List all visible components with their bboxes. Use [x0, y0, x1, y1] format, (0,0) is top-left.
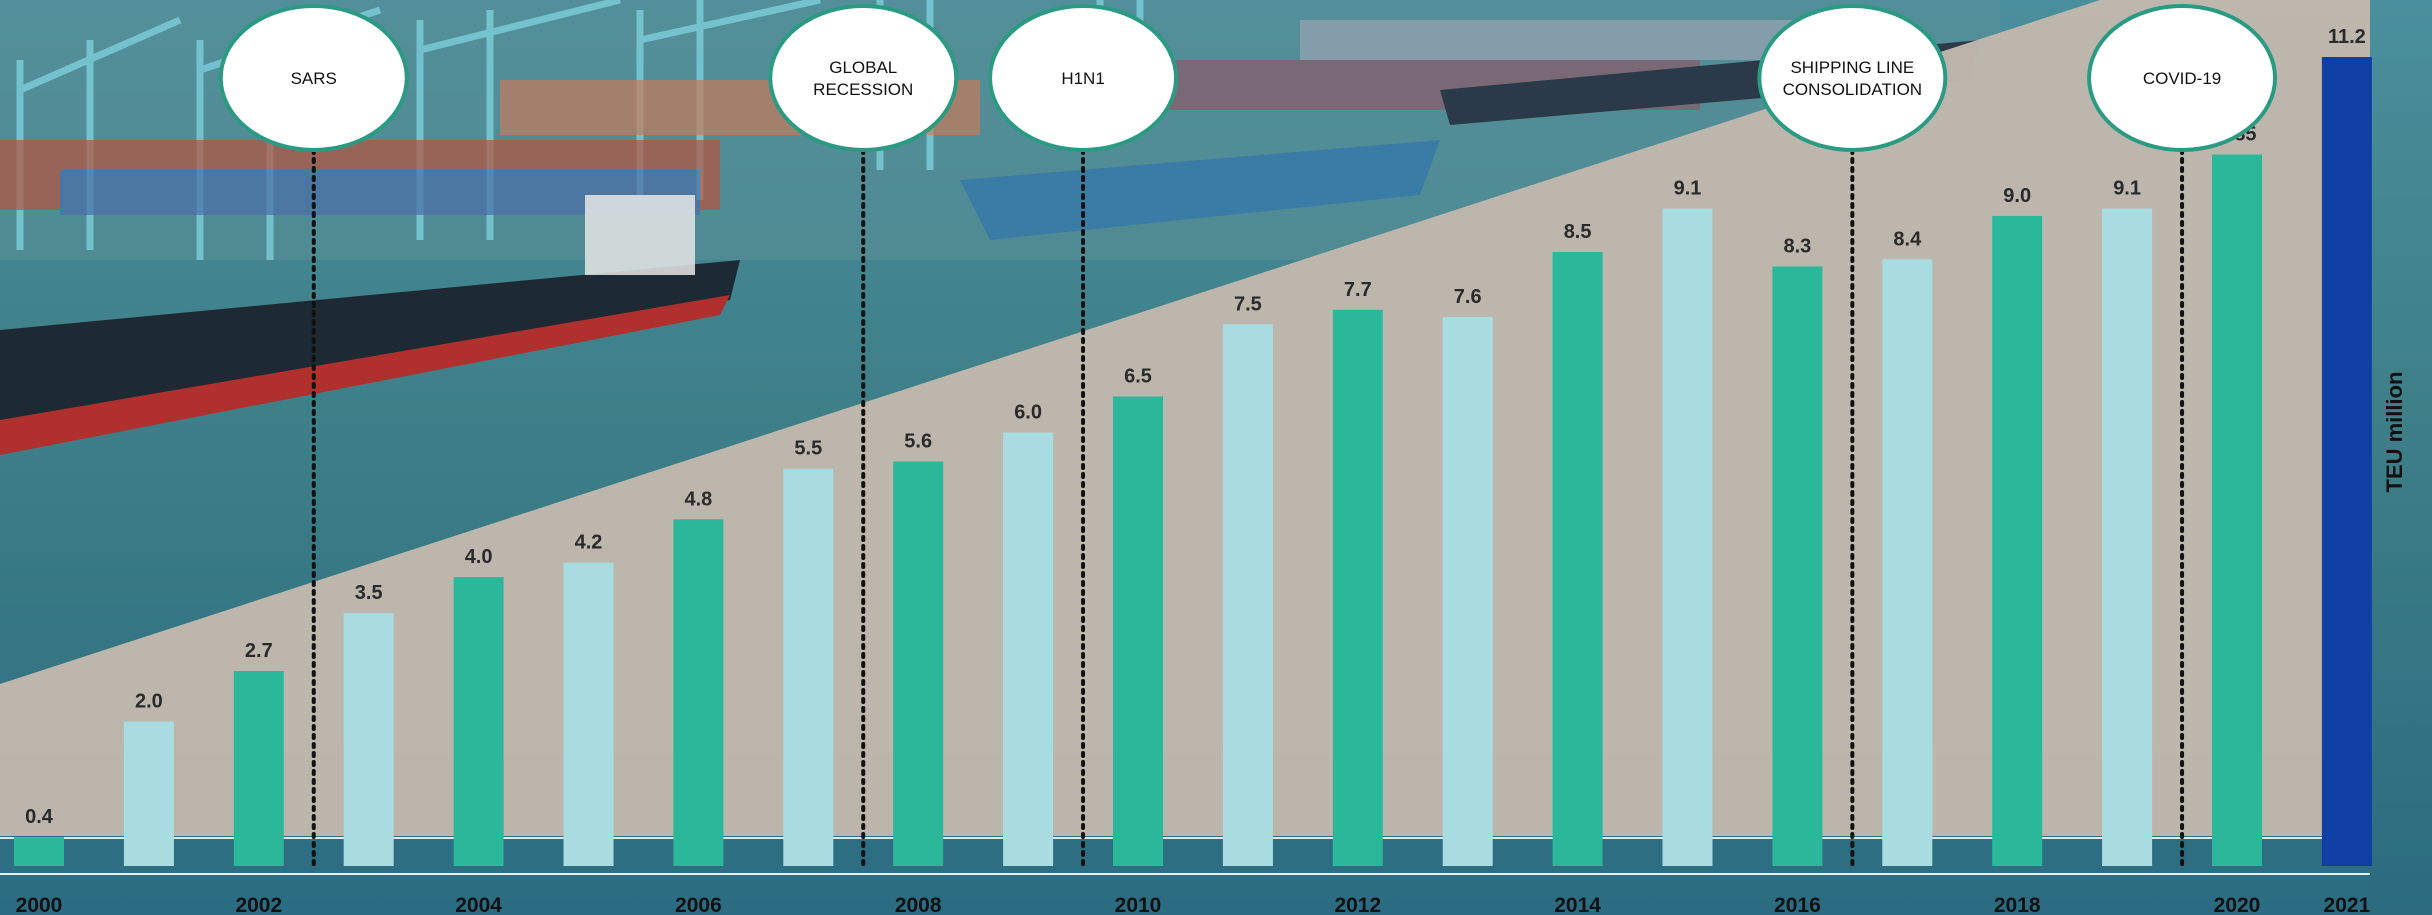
event-label: GLOBAL	[829, 58, 897, 77]
value-label-2008: 5.6	[904, 431, 932, 453]
value-label-2013: 7.6	[1454, 286, 1482, 308]
value-label-2017: 8.4	[1893, 228, 1922, 250]
value-label-2014: 8.5	[1564, 221, 1592, 243]
value-label-2012: 7.7	[1344, 279, 1372, 301]
bar-2020	[2212, 154, 2262, 866]
value-label-2001: 2.0	[135, 691, 163, 713]
x-tick-labels-group: 2000 2002 2004 2006 2008 2010 2012 2014 2016 2018…	[16, 894, 2371, 915]
value-label-2004: 4.0	[465, 546, 493, 568]
value-label-2000: 0.4	[25, 806, 54, 828]
value-label-2018: 9.0	[2003, 185, 2031, 207]
event-bubbles-group: SARS GLOBAL RECESSION H1N1 SHIPPING LINE CONS…	[218, 4, 2278, 152]
bar-2016	[1772, 266, 1823, 866]
bar-2011	[1222, 324, 1273, 867]
event-label: RECESSION	[813, 80, 913, 99]
event-bubble-shape	[768, 4, 959, 152]
bar-2013	[1442, 317, 1493, 866]
x-tick-2002: 2002	[235, 894, 282, 915]
bar-2014	[1552, 252, 1603, 866]
value-label-2009: 6.0	[1014, 402, 1042, 424]
x-tick-2006: 2006	[675, 894, 722, 915]
bar-2000	[14, 837, 64, 866]
x-tick-2016: 2016	[1774, 894, 1821, 915]
event-label: CONSOLIDATION	[1783, 80, 1922, 99]
x-tick-2021: 2021	[2324, 894, 2371, 915]
bars-group	[14, 57, 2372, 867]
bar-2008	[893, 461, 944, 866]
x-tick-2012: 2012	[1334, 894, 1381, 915]
value-label-2021: 11.2	[2328, 26, 2366, 48]
y-axis-title: TEU million	[2382, 372, 2407, 493]
value-label-2011: 7.5	[1234, 293, 1262, 315]
bar-2003	[343, 613, 394, 866]
event-label: H1N1	[1061, 69, 1104, 88]
event-label: SARS	[291, 69, 337, 88]
bar-2006	[673, 519, 724, 866]
bar-2015	[1662, 208, 1713, 866]
value-labels-group: 0.4 2.0 2.7 3.5 4.0 4.2 4.8 5.5 5.6 6.0 6.5 7.5 7.7 7…	[25, 26, 2366, 828]
x-tick-2010: 2010	[1115, 894, 1162, 915]
value-label-2005: 4.2	[575, 532, 603, 554]
event-bubble-0: SARS	[218, 4, 409, 152]
bar-2012	[1332, 309, 1383, 866]
bar-2007	[783, 468, 834, 866]
bar-2018	[1992, 215, 2043, 867]
value-label-2002: 2.7	[245, 640, 273, 662]
event-bubble-3: SHIPPING LINE CONSOLIDATION	[1757, 4, 1948, 152]
bar-2001	[123, 721, 174, 866]
value-label-2016: 8.3	[1783, 235, 1811, 257]
event-bubble-shape	[218, 4, 409, 152]
event-bubble-shape	[988, 4, 1179, 152]
event-bubble-1: GLOBAL RECESSION	[768, 4, 959, 152]
x-tick-2000: 2000	[16, 894, 63, 915]
x-tick-2014: 2014	[1554, 894, 1601, 915]
bar-2002	[233, 670, 284, 866]
event-bubble-4: COVID-19	[2087, 4, 2278, 152]
event-label: SHIPPING LINE	[1790, 58, 1914, 77]
bar-2017	[1882, 259, 1933, 866]
event-bubble-shape	[2087, 4, 2278, 152]
value-label-2010: 6.5	[1124, 365, 1152, 387]
event-markers	[311, 148, 2185, 868]
value-label-2007: 5.5	[794, 438, 822, 460]
event-bubble-shape	[1757, 4, 1948, 152]
x-tick-2008: 2008	[895, 894, 942, 915]
event-bubble-2: H1N1	[988, 4, 1179, 152]
value-label-2015: 9.1	[1674, 178, 1702, 200]
x-tick-2020: 2020	[2214, 894, 2261, 915]
bar-2004	[453, 577, 504, 866]
bar-2009	[1003, 432, 1054, 866]
bar-2010	[1113, 396, 1163, 866]
value-label-2003: 3.5	[355, 582, 383, 604]
value-label-2019: 9.1	[2113, 178, 2141, 200]
x-tick-2018: 2018	[1994, 894, 2041, 915]
bar-2005	[563, 562, 614, 866]
x-tick-2004: 2004	[455, 894, 502, 915]
bar-2021	[2321, 57, 2372, 866]
event-label: COVID-19	[2143, 69, 2221, 88]
bar-2019	[2102, 208, 2153, 866]
value-label-2006: 4.8	[684, 488, 712, 510]
